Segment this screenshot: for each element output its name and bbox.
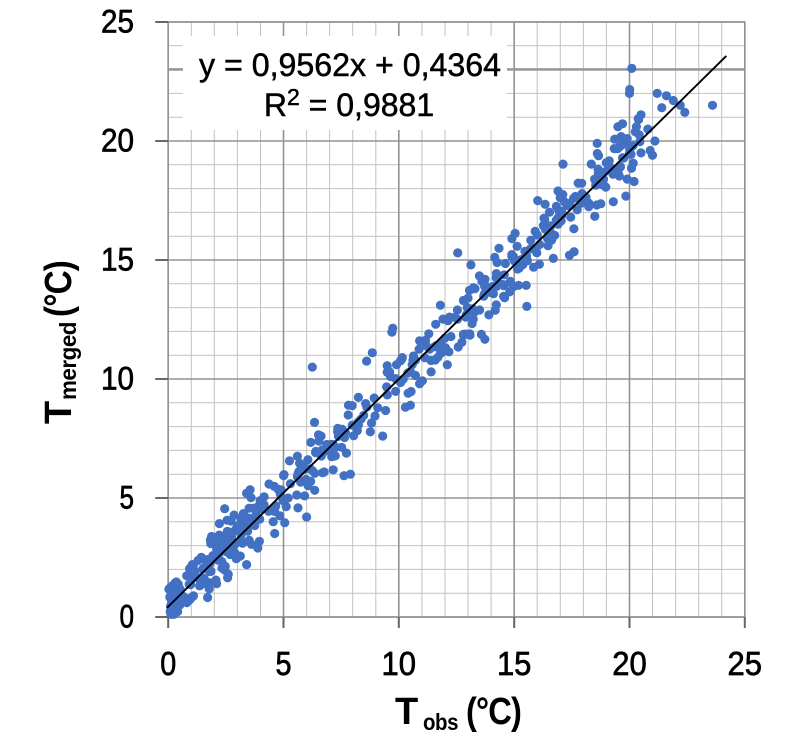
svg-text:10: 10 (382, 645, 417, 682)
svg-text:y = 0,9562x + 0,4364: y = 0,9562x + 0,4364 (199, 47, 501, 83)
svg-text:(°C): (°C) (38, 261, 80, 317)
svg-text:T: T (38, 401, 80, 424)
svg-text:20: 20 (612, 645, 647, 682)
svg-text:25: 25 (728, 645, 763, 682)
svg-text:10: 10 (101, 361, 134, 397)
svg-text:5: 5 (120, 480, 135, 516)
svg-text:15: 15 (101, 242, 134, 278)
svg-text:20: 20 (101, 123, 134, 159)
svg-text:obs: obs (423, 709, 458, 735)
svg-text:0: 0 (120, 599, 135, 635)
svg-text:R2 = 0,9881: R2 = 0,9881 (264, 84, 434, 123)
svg-text:(°C): (°C) (466, 691, 521, 733)
svg-text:15: 15 (497, 645, 532, 682)
svg-text:T: T (395, 691, 418, 733)
svg-text:25: 25 (101, 4, 134, 40)
svg-text:5: 5 (276, 645, 292, 682)
svg-text:0: 0 (160, 645, 176, 682)
svg-text:merged: merged (55, 322, 81, 400)
